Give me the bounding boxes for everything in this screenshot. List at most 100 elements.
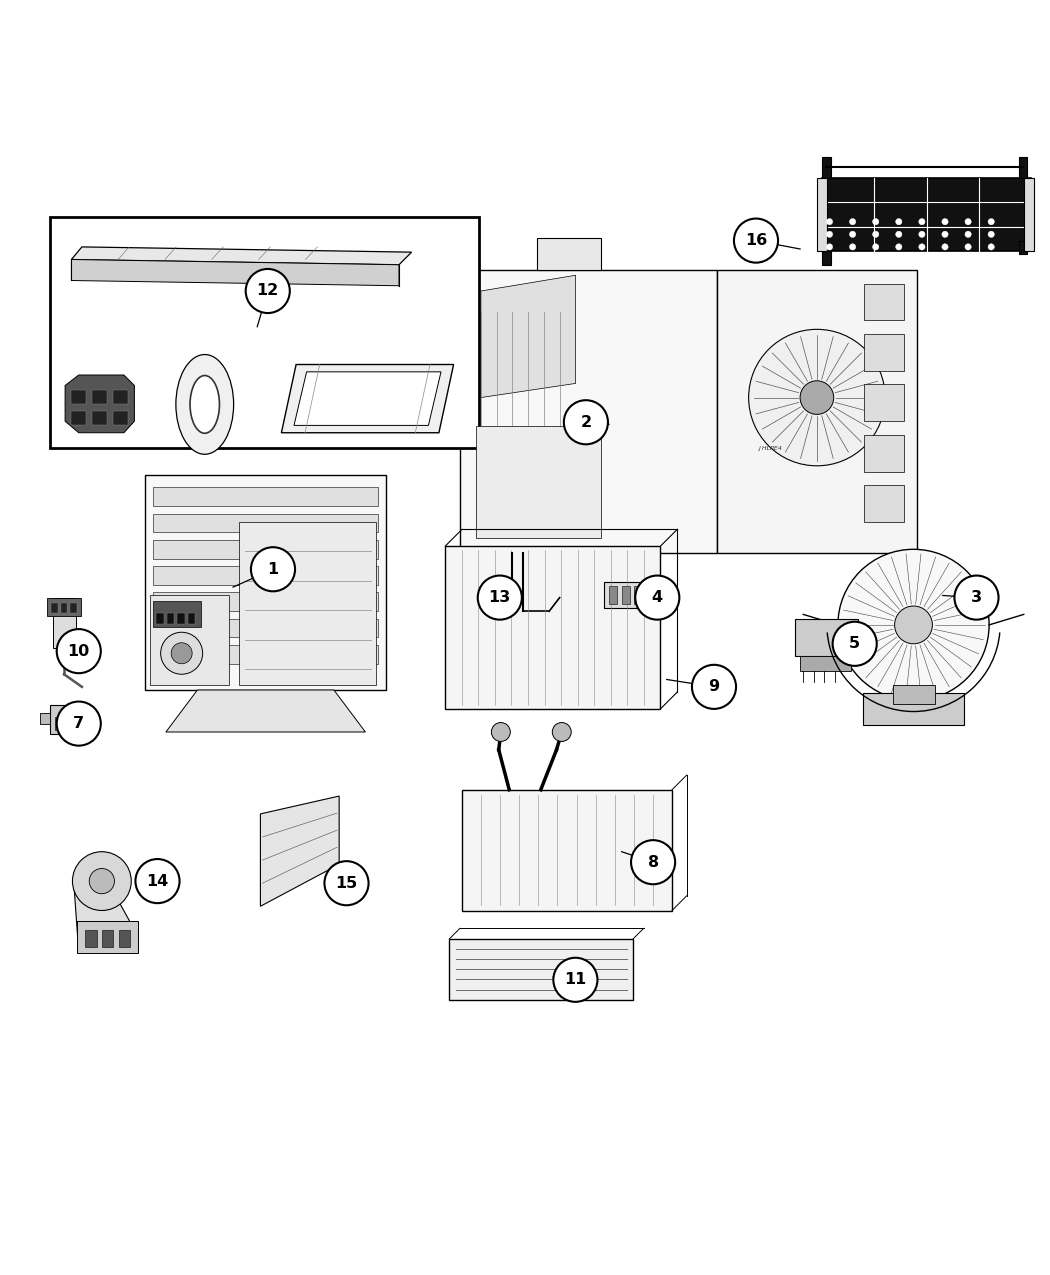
- Polygon shape: [71, 260, 399, 286]
- Circle shape: [942, 231, 948, 237]
- Circle shape: [57, 701, 101, 746]
- Text: 2: 2: [581, 414, 591, 430]
- Bar: [817, 177, 827, 251]
- Bar: [113, 411, 128, 426]
- Bar: [153, 618, 378, 638]
- Bar: [153, 593, 378, 611]
- Circle shape: [965, 218, 971, 224]
- Circle shape: [838, 550, 989, 700]
- Text: 12: 12: [256, 283, 279, 298]
- Bar: [537, 238, 602, 270]
- Bar: [85, 931, 97, 947]
- Circle shape: [849, 231, 856, 237]
- Bar: [113, 390, 128, 404]
- Text: 11: 11: [564, 973, 587, 987]
- Text: 7: 7: [74, 717, 84, 731]
- Bar: [50, 218, 479, 449]
- Polygon shape: [74, 863, 136, 952]
- Text: 15: 15: [335, 876, 358, 891]
- Circle shape: [873, 231, 879, 237]
- Circle shape: [965, 231, 971, 237]
- Circle shape: [988, 244, 994, 250]
- Bar: [462, 789, 672, 910]
- Circle shape: [919, 244, 925, 250]
- Circle shape: [635, 575, 679, 620]
- Bar: [52, 598, 76, 648]
- Text: 5: 5: [849, 636, 860, 652]
- Circle shape: [896, 218, 902, 224]
- Circle shape: [749, 329, 885, 465]
- Bar: [892, 685, 934, 704]
- Bar: [1018, 241, 1027, 254]
- Bar: [40, 713, 50, 724]
- Bar: [460, 270, 717, 553]
- Circle shape: [89, 868, 114, 894]
- Circle shape: [251, 547, 295, 592]
- Bar: [67, 718, 76, 729]
- Bar: [167, 613, 174, 623]
- Circle shape: [988, 231, 994, 237]
- Circle shape: [873, 218, 879, 224]
- Bar: [795, 618, 858, 657]
- Polygon shape: [476, 426, 602, 538]
- Circle shape: [826, 231, 833, 237]
- Text: 4: 4: [652, 590, 663, 606]
- Circle shape: [478, 575, 522, 620]
- Circle shape: [324, 861, 369, 905]
- Bar: [47, 598, 81, 617]
- Polygon shape: [65, 375, 134, 432]
- Bar: [61, 603, 67, 613]
- Text: 1: 1: [268, 562, 278, 576]
- Bar: [864, 334, 904, 371]
- Circle shape: [171, 643, 192, 664]
- Circle shape: [800, 381, 834, 414]
- Bar: [92, 390, 107, 404]
- Bar: [153, 514, 378, 533]
- Bar: [70, 603, 77, 613]
- Circle shape: [734, 218, 778, 263]
- Bar: [55, 718, 63, 729]
- Bar: [119, 931, 130, 947]
- Polygon shape: [71, 247, 412, 265]
- Circle shape: [491, 723, 510, 742]
- Circle shape: [826, 218, 833, 224]
- Bar: [449, 938, 633, 1000]
- Bar: [153, 566, 378, 585]
- Ellipse shape: [190, 376, 219, 434]
- Bar: [77, 921, 138, 952]
- Bar: [864, 283, 904, 320]
- Polygon shape: [166, 690, 365, 732]
- Bar: [239, 521, 376, 685]
- Circle shape: [135, 859, 180, 903]
- Bar: [156, 613, 164, 623]
- Bar: [717, 270, 917, 553]
- Bar: [634, 586, 643, 604]
- Circle shape: [57, 629, 101, 673]
- Bar: [71, 390, 86, 404]
- Bar: [604, 581, 672, 608]
- Bar: [1024, 177, 1034, 251]
- Bar: [822, 251, 831, 265]
- Bar: [609, 586, 617, 604]
- Polygon shape: [294, 372, 441, 426]
- Bar: [822, 157, 831, 177]
- Circle shape: [631, 840, 675, 885]
- Bar: [800, 657, 851, 671]
- Circle shape: [965, 244, 971, 250]
- Circle shape: [988, 218, 994, 224]
- Text: 8: 8: [648, 854, 658, 870]
- Text: 13: 13: [488, 590, 511, 606]
- Circle shape: [849, 244, 856, 250]
- Ellipse shape: [176, 354, 233, 454]
- Circle shape: [895, 606, 932, 644]
- Bar: [622, 586, 630, 604]
- Circle shape: [942, 218, 948, 224]
- Bar: [71, 411, 86, 426]
- Circle shape: [849, 218, 856, 224]
- Polygon shape: [481, 275, 575, 398]
- Bar: [153, 539, 378, 558]
- Circle shape: [553, 958, 597, 1002]
- Bar: [50, 705, 90, 734]
- Circle shape: [896, 244, 902, 250]
- Bar: [647, 586, 655, 604]
